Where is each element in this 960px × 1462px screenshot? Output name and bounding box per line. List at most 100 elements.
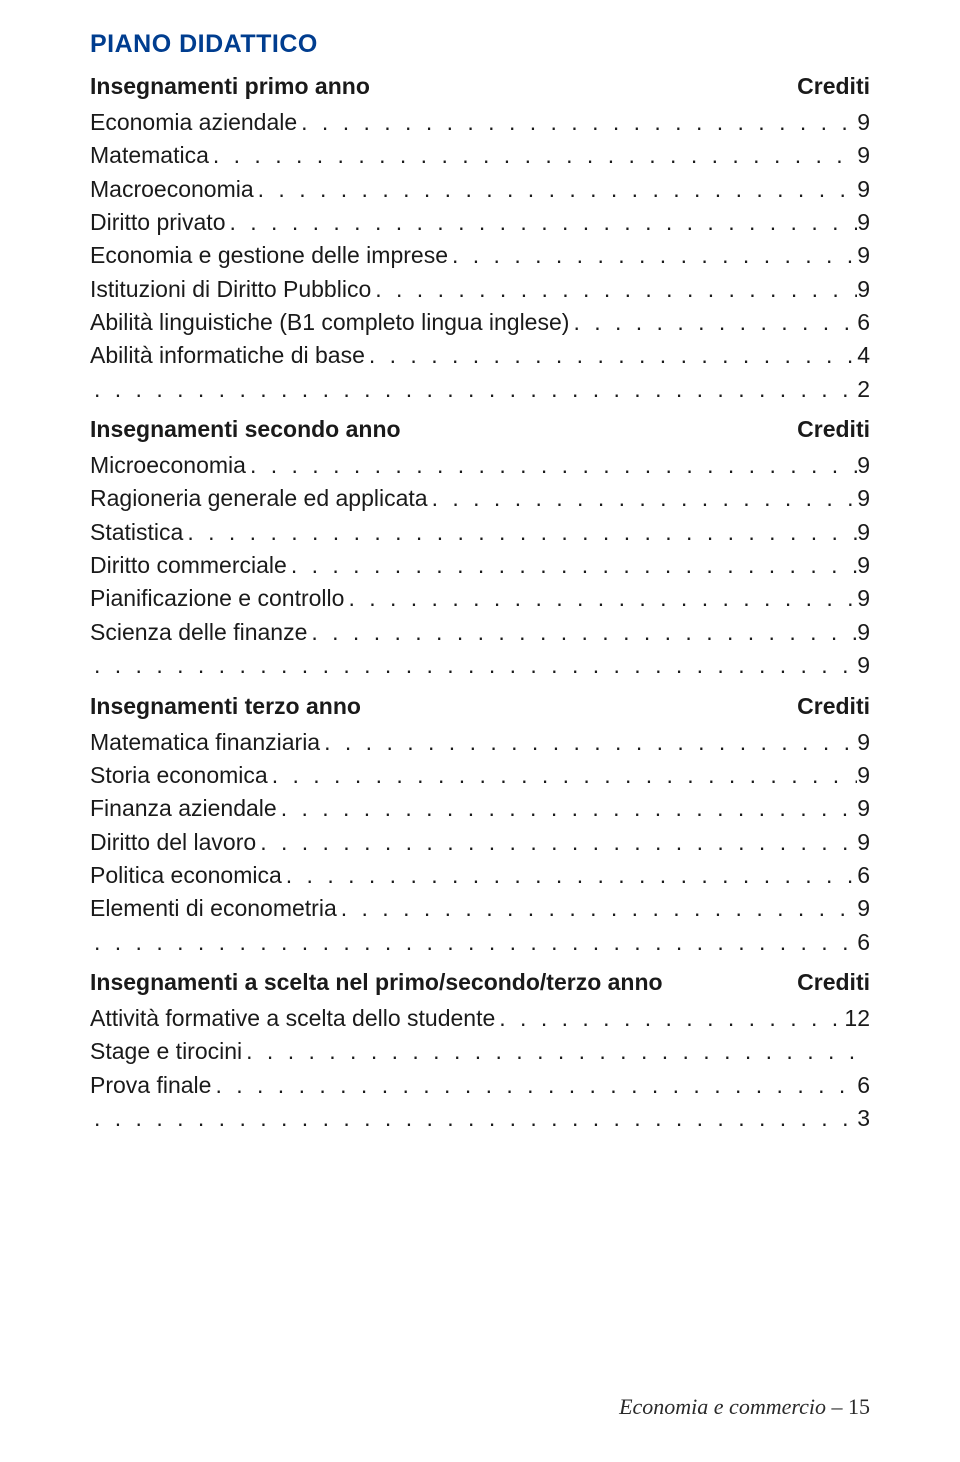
leader-dots: . . . . . . . . . . . . . . . . . . . . …: [428, 482, 858, 515]
page-footer: Economia e commercio – 15: [619, 1394, 870, 1420]
leader-dots: . . . . . . . . . . . . . . . . . . . . …: [495, 1002, 844, 1035]
course-line: Pianificazione e controllo . . . . . . .…: [90, 582, 870, 615]
leader-dots: . . . . . . . . . . . . . . . . . . . . …: [337, 892, 857, 925]
course-label: Abilità informatiche di base: [90, 339, 365, 372]
course-line: Istituzioni di Diritto Pubblico . . . . …: [90, 273, 870, 306]
leader-dots: . . . . . . . . . . . . . . . . . . . . …: [448, 239, 857, 272]
section-heading: Insegnamenti secondo anno: [90, 416, 401, 443]
course-label: Attività formative a scelta dello studen…: [90, 1002, 495, 1035]
course-line: . . . . . . . . . . . . . . . . . . . . …: [90, 926, 870, 959]
course-credits: 9: [857, 892, 870, 925]
course-label: Pianificazione e controllo: [90, 582, 344, 615]
section-header-row: Insegnamenti primo annoCrediti: [90, 73, 870, 100]
course-label: Elementi di econometria: [90, 892, 337, 925]
course-credits: 9: [857, 759, 870, 792]
course-line: Diritto del lavoro . . . . . . . . . . .…: [90, 826, 870, 859]
leader-dots: . . . . . . . . . . . . . . . . . . . . …: [246, 449, 857, 482]
course-line: Elementi di econometria . . . . . . . . …: [90, 892, 870, 925]
course-credits: 9: [857, 792, 870, 825]
course-credits: 9: [857, 826, 870, 859]
course-line: Ragioneria generale ed applicata . . . .…: [90, 482, 870, 515]
course-label: Prova finale: [90, 1069, 211, 1102]
leader-dots: . . . . . . . . . . . . . . . . . . . . …: [183, 516, 857, 549]
course-credits: 9: [857, 139, 870, 172]
section-heading: Insegnamenti primo anno: [90, 73, 370, 100]
leader-dots: . . . . . . . . . . . . . . . . . . . . …: [254, 173, 858, 206]
course-label: Economia aziendale: [90, 106, 297, 139]
leader-dots: . . . . . . . . . . . . . . . . . . . . …: [287, 549, 857, 582]
course-credits: 9: [857, 549, 870, 582]
course-line: Economia e gestione delle imprese . . . …: [90, 239, 870, 272]
course-label: Storia economica: [90, 759, 268, 792]
course-label: Scienza delle finanze: [90, 616, 307, 649]
course-line: Matematica . . . . . . . . . . . . . . .…: [90, 139, 870, 172]
footer-sep: –: [826, 1394, 848, 1419]
course-credits: 4: [857, 339, 870, 372]
leader-dots: . . . . . . . . . . . . . . . . . . . . …: [268, 759, 858, 792]
credits-heading: Crediti: [797, 969, 870, 996]
section-heading: Insegnamenti terzo anno: [90, 693, 361, 720]
course-credits: 6: [857, 926, 870, 959]
course-line: Stage e tirocini . . . . . . . . . . . .…: [90, 1035, 870, 1068]
course-credits: 9: [857, 582, 870, 615]
course-line: Economia aziendale . . . . . . . . . . .…: [90, 106, 870, 139]
course-credits: 9: [857, 449, 870, 482]
page-container: PIANO DIDATTICO Insegnamenti primo annoC…: [0, 0, 960, 1135]
course-label: Ragioneria generale ed applicata: [90, 482, 428, 515]
course-credits: 9: [857, 616, 870, 649]
leader-dots: . . . . . . . . . . . . . . . . . . . . …: [569, 306, 857, 339]
leader-dots: . . . . . . . . . . . . . . . . . . . . …: [225, 206, 857, 239]
leader-dots: . . . . . . . . . . . . . . . . . . . . …: [371, 273, 857, 306]
section-header-row: Insegnamenti secondo anno Crediti: [90, 416, 870, 443]
course-credits: 9: [857, 206, 870, 239]
credits-heading: Crediti: [797, 416, 870, 443]
leader-dots: . . . . . . . . . . . . . . . . . . . . …: [344, 582, 857, 615]
course-label: Diritto del lavoro: [90, 826, 256, 859]
course-line: Finanza aziendale . . . . . . . . . . . …: [90, 792, 870, 825]
leader-dots: . . . . . . . . . . . . . . . . . . . . …: [90, 926, 857, 959]
course-line: . . . . . . . . . . . . . . . . . . . . …: [90, 649, 870, 682]
credits-heading: Crediti: [797, 693, 870, 720]
course-label: Stage e tirocini: [90, 1035, 242, 1068]
course-line: Statistica . . . . . . . . . . . . . . .…: [90, 516, 870, 549]
course-line: . . . . . . . . . . . . . . . . . . . . …: [90, 1102, 870, 1135]
course-credits: 6: [857, 1069, 870, 1102]
leader-dots: . . . . . . . . . . . . . . . . . . . . …: [256, 826, 857, 859]
course-credits: 12: [844, 1002, 870, 1035]
leader-dots: . . . . . . . . . . . . . . . . . . . . …: [211, 1069, 857, 1102]
section-header-row: Insegnamenti terzo anno Crediti: [90, 693, 870, 720]
course-credits: 9: [857, 726, 870, 759]
leader-dots: . . . . . . . . . . . . . . . . . . . . …: [90, 649, 857, 682]
course-label: Macroeconomia: [90, 173, 254, 206]
leader-dots: . . . . . . . . . . . . . . . . . . . . …: [297, 106, 857, 139]
course-line: Macroeconomia . . . . . . . . . . . . . …: [90, 173, 870, 206]
course-label: Matematica: [90, 139, 209, 172]
course-line: Abilità informatiche di base . . . . . .…: [90, 339, 870, 372]
course-credits: 9: [857, 273, 870, 306]
course-credits: 9: [857, 516, 870, 549]
course-line: Scienza delle finanze . . . . . . . . . …: [90, 616, 870, 649]
sections-container: Insegnamenti primo annoCreditiEconomia a…: [90, 73, 870, 1135]
course-label: Politica economica: [90, 859, 282, 892]
course-line: Prova finale . . . . . . . . . . . . . .…: [90, 1069, 870, 1102]
course-credits: 6: [857, 859, 870, 892]
course-label: Statistica: [90, 516, 183, 549]
leader-dots: . . . . . . . . . . . . . . . . . . . . …: [242, 1035, 870, 1068]
course-credits: 2: [857, 373, 870, 406]
course-line: Microeconomia . . . . . . . . . . . . . …: [90, 449, 870, 482]
course-line: Diritto privato . . . . . . . . . . . . …: [90, 206, 870, 239]
course-label: Istituzioni di Diritto Pubblico: [90, 273, 371, 306]
course-credits: 9: [857, 239, 870, 272]
course-line: Diritto commerciale . . . . . . . . . . …: [90, 549, 870, 582]
section-header-row: Insegnamenti a scelta nel primo/secondo/…: [90, 969, 870, 996]
leader-dots: . . . . . . . . . . . . . . . . . . . . …: [277, 792, 858, 825]
course-credits: 9: [857, 106, 870, 139]
leader-dots: . . . . . . . . . . . . . . . . . . . . …: [282, 859, 857, 892]
leader-dots: . . . . . . . . . . . . . . . . . . . . …: [320, 726, 857, 759]
course-line: Storia economica . . . . . . . . . . . .…: [90, 759, 870, 792]
course-label: Economia e gestione delle imprese: [90, 239, 448, 272]
course-credits: 9: [857, 649, 870, 682]
course-label: Finanza aziendale: [90, 792, 277, 825]
course-label: Diritto privato: [90, 206, 225, 239]
leader-dots: . . . . . . . . . . . . . . . . . . . . …: [209, 139, 857, 172]
